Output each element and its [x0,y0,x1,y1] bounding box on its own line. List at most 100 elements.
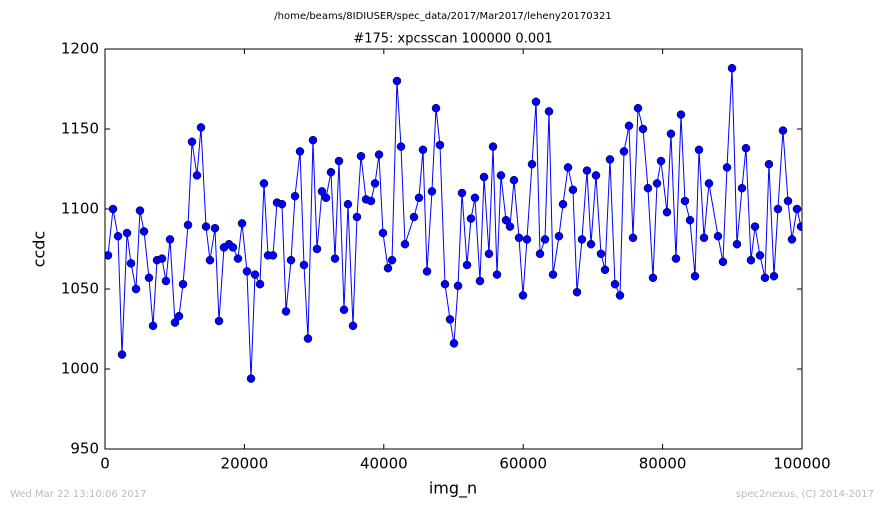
data-point [787,235,797,244]
data-point [690,271,700,281]
data-point [277,199,287,209]
data-point [126,259,136,268]
chart-title: #175: xpcsscan 100000 0.001 [353,32,552,47]
data-point [201,222,211,231]
data-point [170,318,180,327]
data-point [685,215,695,225]
data-point [746,255,756,265]
data-point [281,307,291,316]
data-point [246,374,256,383]
data-point [488,142,498,151]
data-point [596,249,606,259]
data-point [615,291,625,300]
credit: spec2nexus, (C) 2014-2017 [736,489,874,500]
data-point [453,281,463,291]
data-point [699,233,709,243]
data-point [764,159,774,169]
data-point [531,97,541,107]
data-point [713,231,723,241]
data-point [633,103,643,113]
y-tick-label: 1050 [61,280,99,298]
data-point [484,249,494,259]
data-point [619,147,629,156]
x-tick-label: 40000 [360,455,408,473]
data-point [648,273,658,283]
data-point [343,199,353,209]
data-point [196,123,206,132]
data-point [577,235,587,244]
data-point [356,151,366,161]
data-point [233,254,243,263]
data-point [148,321,158,331]
data-point [704,179,714,188]
data-point [339,305,349,315]
data-point [505,222,515,231]
data-point [492,270,502,279]
plot-frame [104,48,803,450]
y-tick-label: 1000 [61,360,99,378]
data-point [572,287,582,297]
data-point [228,243,238,252]
data-point [427,187,437,196]
data-point [187,137,197,147]
data-point [652,179,662,188]
data-point [174,311,184,321]
data-point [392,76,402,86]
data-point [330,254,340,263]
data-point [178,279,188,289]
data-point [470,193,480,203]
data-point [387,255,397,265]
data-point [462,260,472,270]
data-point [760,273,770,283]
data-point [750,222,760,231]
data-point [250,270,260,279]
data-point [535,249,545,259]
data-point [662,207,672,217]
data-point [122,228,132,238]
x-tick-label: 60000 [499,455,547,473]
data-point [348,321,358,331]
data-point [527,159,537,169]
data-point [308,135,318,145]
data-point [105,251,113,260]
data-point [586,239,596,249]
data-point [378,228,388,238]
y-tick-label: 1100 [61,200,99,218]
y-tick-label: 950 [70,440,99,458]
data-point [605,155,615,164]
x-axis-label: img_n [429,479,477,499]
data-point [638,124,648,134]
data-point [522,235,532,244]
data-point [131,284,141,294]
data-point [722,163,732,172]
data-point [165,235,175,244]
data-point [210,223,220,233]
data-point [135,206,145,215]
data-point [286,255,296,265]
data-point [366,196,376,206]
data-point [139,227,149,236]
data-point [157,254,167,263]
data-point [548,270,558,279]
data-line [107,68,802,379]
data-point [117,350,127,359]
data-point [334,156,344,166]
data-point [255,279,265,289]
data-point [656,156,666,166]
data-point [628,233,638,243]
data-point [435,140,445,150]
data-point [317,187,327,196]
data-point [544,107,554,116]
data-point [431,103,441,113]
data-point [352,212,362,222]
data-point [610,279,620,289]
data-point [205,255,215,265]
data-point [778,126,788,135]
data-point [540,235,550,244]
y-tick-label: 1150 [61,120,99,138]
data-point [741,143,751,153]
data-point [769,271,779,281]
data-point [796,222,802,231]
data-point [192,171,202,180]
data-point [321,193,331,203]
